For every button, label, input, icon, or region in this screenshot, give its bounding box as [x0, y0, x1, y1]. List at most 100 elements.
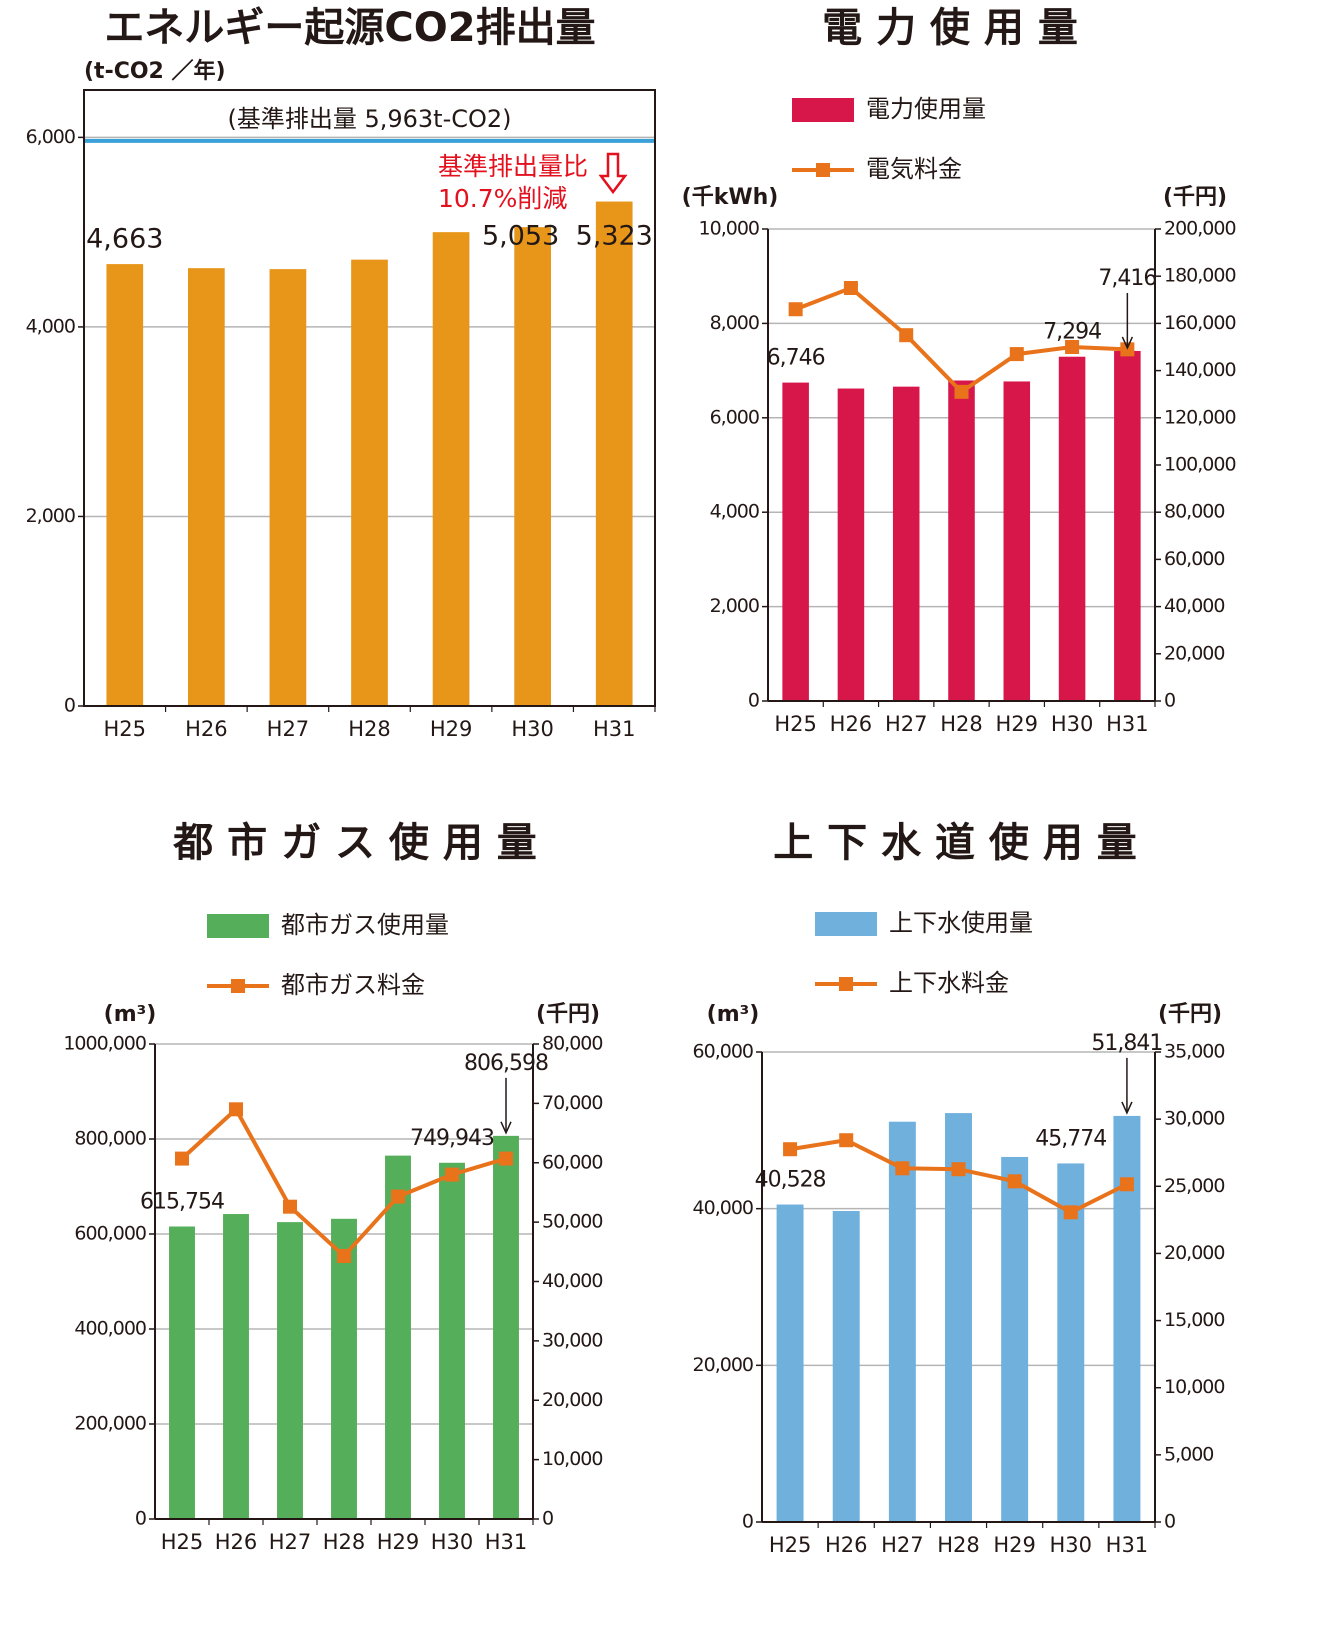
legend-label: 電気料金 [866, 155, 962, 183]
bar [493, 1135, 519, 1519]
y2-tick-label: 10,000 [1164, 1376, 1224, 1398]
y-tick-label: 600,000 [74, 1223, 146, 1245]
line-marker [391, 1189, 405, 1204]
y-axis-label: (t-CO2 ／年) [84, 58, 226, 84]
bar [945, 1113, 972, 1522]
bar [1058, 356, 1086, 701]
bar [439, 1162, 465, 1519]
label-arrowhead [500, 1121, 512, 1135]
x-tick-label: H27 [267, 717, 310, 741]
y-tick-label: 8,000 [710, 312, 759, 334]
x-tick-label: H26 [830, 712, 873, 736]
y2-tick-label: 20,000 [542, 1389, 602, 1411]
chart: 都 市 ガ ス 使 用 量 (m³) (千円) 0 200,000 400,000 600,… [63, 820, 603, 1554]
x-tick-label: H31 [593, 717, 636, 741]
chart-title: 都 市 ガ ス 使 用 量 [172, 820, 537, 866]
x-tick-label: H28 [348, 717, 391, 741]
y2-tick-label: 10,000 [542, 1448, 602, 1470]
line-marker [283, 1199, 297, 1214]
x-tick-label: H27 [269, 1530, 312, 1554]
y-tick-label: 0 [64, 695, 75, 717]
y-tick-label: 10,000 [699, 218, 759, 240]
y2-tick-label: 50,000 [542, 1211, 602, 1233]
chart-title: エネルギー起源CO2排出量 [104, 5, 595, 51]
chart: エネルギー起源CO2排出量 (t-CO2 ／年) 0 2,000 4,000 6,000 H… [26, 5, 656, 741]
legend-label: 上下水料金 [889, 969, 1009, 997]
legend-label: 都市ガス料金 [281, 971, 425, 999]
chart-title: 上 下 水 道 使 用 量 [773, 820, 1137, 866]
line-marker [899, 328, 914, 343]
data-label: 749,943 [410, 1126, 494, 1151]
bar [331, 1218, 357, 1519]
line-marker [951, 1162, 966, 1177]
y-tick-label: 40,000 [693, 1197, 753, 1219]
x-tick-label: H30 [511, 717, 554, 741]
x-tick-label: H28 [937, 1533, 980, 1557]
bar [948, 380, 975, 701]
bar [782, 382, 809, 701]
y2-tick-label: 140,000 [1164, 359, 1236, 381]
line-marker [1009, 347, 1024, 362]
line-marker [499, 1151, 513, 1166]
y-tick-label: 20,000 [693, 1354, 753, 1376]
x-tick-label: H30 [1050, 1533, 1093, 1557]
y2-tick-label: 30,000 [542, 1329, 602, 1351]
x-tick-label: H27 [881, 1533, 924, 1557]
y2-axis-label: (千円) [1158, 1002, 1222, 1027]
line-marker [843, 281, 858, 295]
y2-tick-label: 70,000 [542, 1092, 602, 1114]
x-tick-label: H30 [431, 1530, 474, 1554]
legend-label: 都市ガス使用量 [281, 911, 449, 939]
reference-label: (基準排出量 5,963t-CO2) [227, 105, 511, 133]
y2-tick-label: 20,000 [1164, 642, 1224, 664]
y2-tick-label: 20,000 [1164, 1242, 1224, 1264]
x-tick-label: H25 [774, 712, 817, 736]
y2-tick-label: 0 [542, 1508, 553, 1530]
data-label: 806,598 [464, 1051, 548, 1076]
bar [776, 1204, 804, 1522]
line-marker [1119, 1177, 1134, 1192]
annotation-arrow [598, 152, 628, 195]
line-marker [445, 1167, 459, 1182]
y2-axis-label: (千円) [536, 1002, 600, 1027]
chart: 上 下 水 道 使 用 量 (m³) (千円) 0 20,000 40,000 60,000… [693, 820, 1226, 1557]
line-marker [1065, 340, 1080, 354]
data-label: 5,053 [482, 221, 559, 252]
line-marker [839, 1133, 854, 1148]
x-tick-label: H25 [104, 717, 147, 741]
bar [595, 201, 633, 706]
plot-frame [83, 89, 656, 707]
y-tick-label: 200,000 [74, 1413, 146, 1435]
y2-tick-label: 160,000 [1164, 312, 1236, 334]
data-label: 615,754 [140, 1190, 224, 1215]
bar [432, 232, 470, 706]
bar [1057, 1163, 1085, 1522]
y2-tick-label: 15,000 [1164, 1309, 1224, 1331]
x-tick-label: H29 [993, 1533, 1036, 1557]
y2-tick-label: 35,000 [1164, 1041, 1224, 1063]
data-label: 51,841 [1091, 1031, 1162, 1056]
y-axis-label: (千kWh) [682, 185, 779, 210]
bar [106, 264, 144, 706]
y-tick-label: 4,000 [710, 501, 759, 523]
line-marker [229, 1102, 243, 1117]
chart-title: 電 力 使 用 量 [822, 5, 1078, 51]
x-tick-label: H26 [185, 717, 228, 741]
y-axis-label: (m³) [104, 1002, 157, 1027]
y2-tick-label: 25,000 [1164, 1175, 1224, 1197]
x-tick-label: H29 [996, 712, 1039, 736]
y2-tick-label: 30,000 [1164, 1108, 1224, 1130]
y2-axis-label: (千円) [1163, 185, 1227, 210]
legend-marker [231, 979, 245, 993]
y2-tick-label: 0 [1164, 1511, 1175, 1533]
y2-tick-label: 40,000 [542, 1270, 602, 1292]
y2-tick-label: 5,000 [1164, 1443, 1213, 1465]
y2-tick-label: 100,000 [1164, 454, 1236, 476]
legend-label: 電力使用量 [866, 95, 986, 123]
data-label: 45,774 [1035, 1126, 1106, 1151]
x-tick-label: H26 [825, 1533, 868, 1557]
data-label: 4,663 [86, 224, 163, 255]
x-tick-label: H28 [323, 1530, 366, 1554]
data-label: 7,416 [1098, 266, 1156, 291]
